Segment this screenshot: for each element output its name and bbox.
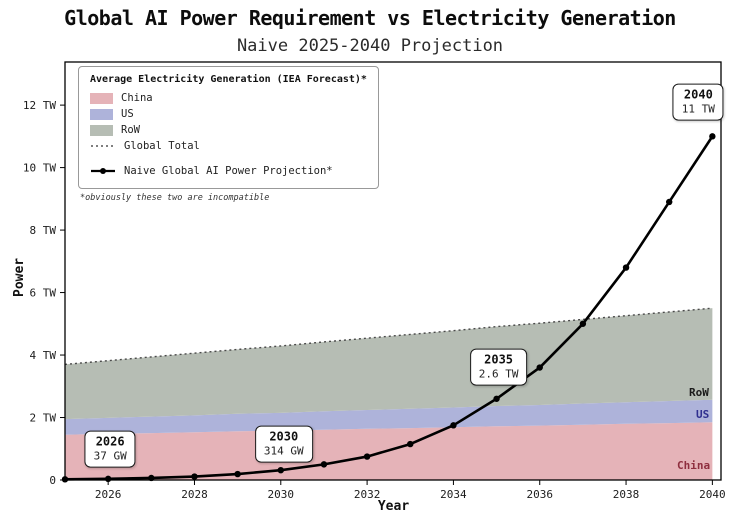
y-axis-label: Power — [12, 257, 27, 297]
legend-item-us: US — [90, 106, 367, 122]
annotation-value: 314 GW — [263, 444, 304, 458]
legend-item-ai-projection: Naive Global AI Power Projection* — [90, 163, 367, 179]
legend-label: US — [121, 108, 134, 120]
svg-text:2036: 2036 — [526, 488, 553, 501]
row-swatch-icon — [90, 124, 113, 136]
annotation-2035: 2035 2.6 TW — [469, 348, 528, 386]
annotation-value: 37 GW — [93, 449, 127, 463]
chart-title: Global AI Power Requirement vs Electrici… — [64, 6, 676, 30]
annotation-2026: 2026 37 GW — [84, 430, 136, 468]
area-label-china: China — [677, 459, 711, 472]
x-axis-label: Year — [377, 499, 410, 514]
annotation-value: 2.6 TW — [478, 367, 519, 381]
legend-label: RoW — [121, 124, 140, 136]
marker-line-icon — [90, 165, 116, 177]
svg-text:6 TW: 6 TW — [30, 287, 57, 300]
svg-text:2032: 2032 — [354, 488, 381, 501]
annotation-value: 11 TW — [681, 102, 715, 116]
us-swatch-icon — [90, 108, 113, 120]
annotation-year: 2030 — [269, 429, 299, 444]
svg-text:2026: 2026 — [95, 488, 122, 501]
svg-text:2038: 2038 — [613, 488, 640, 501]
annotation-year: 2040 — [683, 87, 713, 102]
legend-footnote: *obviously these two are incompatible — [80, 193, 270, 203]
dotted-line-icon — [90, 140, 116, 152]
svg-text:2034: 2034 — [440, 488, 467, 501]
svg-text:2028: 2028 — [181, 488, 208, 501]
area-label-row: RoW — [689, 386, 709, 399]
annotation-2030: 2030 314 GW — [254, 425, 313, 463]
annotation-2040: 2040 11 TW — [672, 83, 724, 121]
legend: Average Electricity Generation (IEA Fore… — [78, 66, 379, 189]
svg-text:8 TW: 8 TW — [30, 224, 57, 237]
svg-text:0: 0 — [49, 474, 56, 487]
legend-label: China — [121, 92, 153, 104]
annotation-year: 2026 — [95, 434, 125, 449]
svg-text:2 TW: 2 TW — [30, 412, 57, 425]
svg-text:10 TW: 10 TW — [23, 162, 56, 175]
svg-text:4 TW: 4 TW — [30, 349, 57, 362]
svg-text:12 TW: 12 TW — [23, 99, 56, 112]
annotation-year: 2035 — [484, 352, 514, 367]
legend-title: Average Electricity Generation (IEA Fore… — [90, 74, 367, 85]
svg-text:2030: 2030 — [268, 488, 295, 501]
china-swatch-icon — [90, 92, 113, 104]
legend-item-global-total: Global Total — [90, 138, 367, 154]
chart-subtitle: Naive 2025-2040 Projection — [236, 36, 504, 56]
legend-label: Naive Global AI Power Projection* — [124, 165, 333, 177]
legend-item-china: China — [90, 90, 367, 106]
area-label-us: US — [696, 408, 710, 421]
svg-text:2040: 2040 — [699, 488, 726, 501]
legend-label: Global Total — [124, 140, 200, 152]
legend-item-row: RoW — [90, 122, 367, 138]
